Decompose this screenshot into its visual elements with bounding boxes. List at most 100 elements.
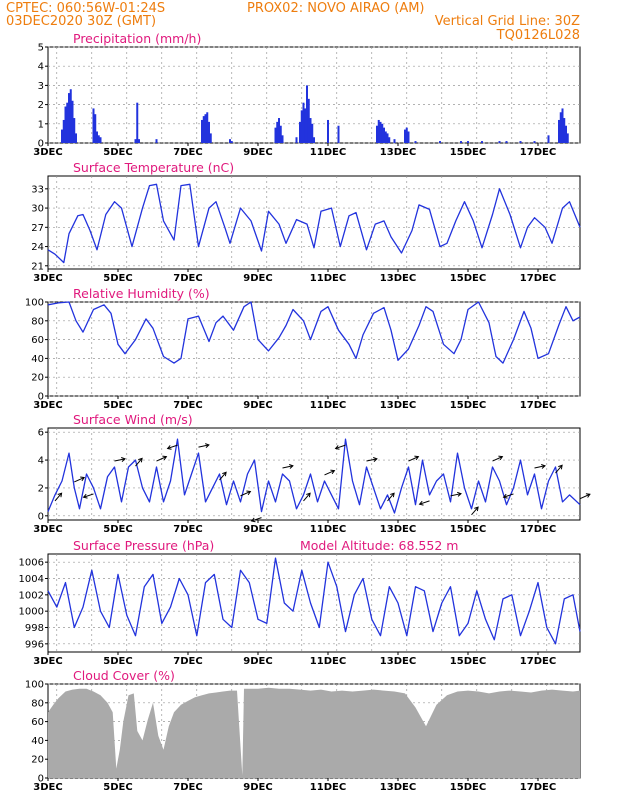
precip-bar	[62, 119, 65, 143]
temperature-xtick-label: 5DEC	[103, 273, 132, 284]
precip-bar	[337, 125, 340, 143]
wind-vector-head	[418, 500, 424, 506]
wind-vector-head	[246, 490, 252, 496]
humidity-ytick-label: 60	[31, 335, 44, 346]
humidity-ytick-label: 40	[31, 354, 44, 365]
cloud-xtick-label: 7DEC	[173, 782, 202, 793]
humidity-xtick-label: 7DEC	[173, 400, 202, 411]
precip-bar	[379, 121, 382, 143]
cloud-xtick-label: 5DEC	[103, 782, 132, 793]
wind-xtick-label: 7DEC	[173, 524, 202, 535]
wind-vector-head	[502, 493, 508, 499]
pressure-line	[47, 557, 581, 645]
humidity-xtick-label: 11DEC	[310, 400, 346, 411]
temperature-ytick-label: 33	[31, 184, 44, 195]
precip-bar	[92, 108, 95, 143]
precip-bar	[376, 125, 378, 143]
wind-vector	[83, 493, 94, 498]
precipitation-ytick-label: 1	[38, 119, 44, 130]
pressure-ytick-label: 1004	[19, 574, 44, 585]
wind-xtick-label: 3DEC	[33, 524, 62, 535]
precip-bar	[71, 100, 74, 143]
temperature-ytick-label: 24	[31, 242, 44, 253]
temperature-xtick-label: 15DEC	[450, 273, 486, 284]
cloud-xtick-label: 17DEC	[520, 782, 556, 793]
precip-bar	[519, 141, 522, 143]
wind-vector	[419, 500, 430, 505]
wind-title: Surface Wind (m/s)	[73, 412, 193, 427]
pressure-xtick-label: 9DEC	[243, 656, 272, 667]
pressure-ytick-label: 998	[25, 623, 44, 634]
precip-bar	[206, 112, 209, 143]
wind-xtick-label: 11DEC	[310, 524, 346, 535]
wind-vector-head	[80, 476, 86, 482]
wind-vector	[167, 444, 178, 449]
precip-bar	[558, 119, 560, 143]
wind-vector-head	[138, 457, 143, 463]
precip-bar	[204, 114, 207, 143]
precip-bar	[302, 102, 305, 143]
wind-vector-head	[558, 464, 563, 470]
wind-vector	[135, 458, 143, 467]
temperature-panel: 21 24 27 30 33 3DEC 5DEC 7DEC 9DEC 11DEC 13DEC 15DE…	[31, 160, 581, 284]
wind-vector-head	[82, 493, 88, 499]
precip-bar	[414, 141, 417, 143]
wind-vector	[450, 493, 462, 497]
temperature-xtick-label: 13DEC	[380, 273, 416, 284]
panels-group: 0 1 2 3 4 5 3DEC 5DEC 7DEC 9DEC 11DEC 13DEC 15DEC 17D…	[19, 31, 591, 793]
precip-bar	[69, 89, 72, 143]
precip-bar	[75, 133, 77, 143]
precip-bar	[566, 133, 569, 143]
wind-vector	[54, 492, 62, 502]
cloud-xtick-label: 11DEC	[310, 782, 346, 793]
wind-ytick-label: 4	[38, 456, 44, 467]
pressure-panel: 996 998 1000 1002 1004 1006 3DEC 5DEC 7DEC 9DEC 11…	[19, 538, 581, 667]
humidity-xtick-label: 3DEC	[33, 400, 62, 411]
precip-bar	[201, 119, 203, 143]
wind-xtick-label: 9DEC	[243, 524, 272, 535]
temperature-ytick-label: 27	[31, 223, 44, 234]
wind-xtick-label: 15DEC	[450, 524, 486, 535]
precip-bar	[313, 137, 315, 143]
wind-vector-head	[205, 443, 210, 448]
humidity-panel: 0 20 40 60 80 100 3DEC 5DEC 7DEC 9DEC 11DEC 13DEC 15…	[25, 286, 581, 411]
wind-vector-head	[306, 492, 311, 498]
wind-vector	[240, 491, 251, 497]
wind-vector	[324, 470, 335, 476]
wind-vector	[156, 456, 167, 462]
pressure-xtick-label: 13DEC	[380, 656, 416, 667]
wind-vector	[303, 492, 311, 502]
wind-ytick-label: 0	[38, 511, 44, 522]
wind-vector-head	[162, 455, 168, 461]
wind-vector	[503, 493, 514, 498]
humidity-xtick-label: 15DEC	[450, 400, 486, 411]
precipitation-ytick-label: 0	[38, 139, 44, 150]
precipitation-xtick-label: 5DEC	[103, 147, 132, 158]
wind-vector-head	[457, 491, 462, 497]
wind-vector	[114, 458, 126, 462]
humidity-ytick-label: 20	[31, 373, 44, 384]
precip-bar	[300, 110, 303, 143]
precip-bar	[208, 121, 210, 143]
wind-line	[47, 438, 581, 514]
wind-vector	[219, 471, 227, 481]
temperature-ytick-label: 30	[31, 204, 44, 215]
wind-xtick-label: 13DEC	[380, 524, 416, 535]
wind-vector-head	[334, 445, 340, 450]
precipitation-panel: 0 1 2 3 4 5 3DEC 5DEC 7DEC 9DEC 11DEC 13DEC 15DEC 17D…	[33, 31, 581, 158]
precipitation-xtick-label: 3DEC	[33, 147, 62, 158]
header-station-coords: CPTEC: 060:56W-01:24S	[6, 1, 165, 16]
cloud-xtick-label: 9DEC	[243, 782, 272, 793]
precipitation-xtick-label: 11DEC	[310, 147, 346, 158]
temperature-xtick-label: 9DEC	[243, 273, 272, 284]
precipitation-xtick-label: 15DEC	[450, 147, 486, 158]
cloud-cover-area	[48, 687, 580, 778]
precip-bar	[439, 141, 441, 143]
precip-bar	[61, 129, 63, 143]
pressure-xtick-label: 11DEC	[310, 656, 346, 667]
wind-ytick-label: 6	[38, 428, 44, 439]
precip-bar	[309, 118, 312, 143]
wind-xtick-label: 5DEC	[103, 524, 132, 535]
wind-vector	[408, 456, 419, 462]
